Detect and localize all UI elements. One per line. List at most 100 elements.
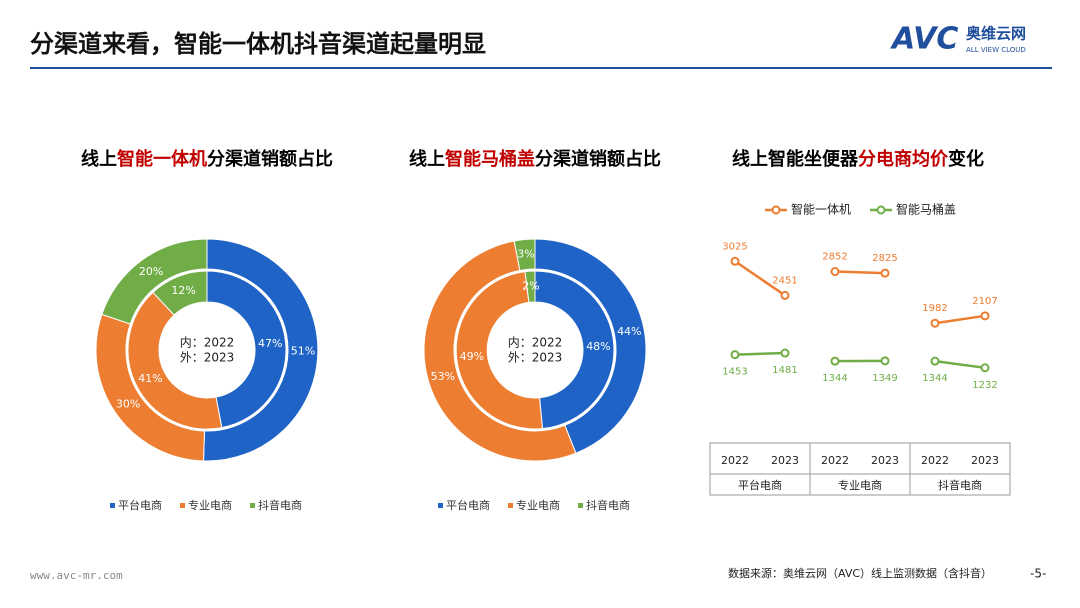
line <box>934 359 986 370</box>
donut-segment <box>524 270 536 303</box>
marker <box>730 256 740 266</box>
value-label: 1453 <box>722 367 747 378</box>
marker <box>780 348 790 358</box>
marker <box>830 356 840 366</box>
marker <box>780 290 790 300</box>
legend-marker <box>771 205 781 215</box>
value-label: 12% <box>171 284 195 297</box>
donut-segment <box>152 270 208 316</box>
value-label: 2852 <box>822 252 847 263</box>
title-part: 智能马桶盖 <box>445 148 535 170</box>
donut-segment <box>203 238 319 462</box>
title-part: 线上智能坐便器 <box>732 148 859 170</box>
legend-swatch <box>110 503 115 508</box>
value-label: 3% <box>517 247 534 260</box>
x-tick-label: 2022 <box>921 454 949 467</box>
title-part: 分电商均价 <box>858 148 949 170</box>
table-border <box>709 442 1011 496</box>
value-label: 1344 <box>822 373 847 384</box>
marker <box>880 268 890 278</box>
donut-segment <box>455 271 544 430</box>
website: www.avc-mr.com <box>30 569 123 582</box>
center-label: 内：2022 <box>508 336 563 350</box>
donut-segment <box>534 270 615 430</box>
value-label: 47% <box>258 337 282 350</box>
legend-label: 智能马桶盖 <box>896 202 956 217</box>
logo-en: ALL VIEW CLOUD <box>966 46 1026 54</box>
chart-title: 线上智能一体机分渠道销额占比 <box>81 148 333 170</box>
legend-swatch <box>250 503 255 508</box>
legend-label: 专业电商 <box>188 498 232 512</box>
legend-swatch <box>578 503 583 508</box>
line <box>734 260 786 297</box>
value-label: 1982 <box>922 303 947 314</box>
legend-label: 抖音电商 <box>586 498 630 512</box>
value-label: 44% <box>617 325 641 338</box>
page-number: -5- <box>1030 567 1046 581</box>
x-tick-label: 2022 <box>821 454 849 467</box>
legend-label: 专业电商 <box>516 498 560 512</box>
title-part: 线上 <box>81 148 117 170</box>
marker <box>880 356 890 366</box>
marker <box>980 363 990 373</box>
value-label: 3025 <box>722 241 747 252</box>
value-label: 20% <box>139 265 163 278</box>
value-label: 2825 <box>872 253 897 264</box>
group-label: 专业电商 <box>838 478 882 492</box>
legend-swatch <box>180 503 185 508</box>
value-label: 41% <box>138 372 162 385</box>
legend-label: 抖音电商 <box>258 498 302 512</box>
legend-label: 平台电商 <box>118 498 162 512</box>
line <box>834 270 886 275</box>
value-label: 2% <box>522 280 539 293</box>
x-tick-label: 2022 <box>721 454 749 467</box>
legend-marker <box>876 205 886 215</box>
donut-segment <box>534 238 647 454</box>
logo-cn: 奥维云网 <box>966 25 1026 43</box>
line <box>734 351 786 356</box>
legend-swatch <box>508 503 513 508</box>
line <box>934 314 986 325</box>
source: 数据来源：奥维云网（AVC）线上监测数据（含抖音） <box>728 566 992 580</box>
legend-swatch <box>438 503 443 508</box>
center-label: 内：2022 <box>180 336 235 350</box>
chart-title: 线上智能坐便器分电商均价变化 <box>732 148 984 170</box>
value-label: 53% <box>431 370 455 383</box>
marker <box>730 350 740 360</box>
group-label: 平台电商 <box>738 478 782 492</box>
legend-label: 平台电商 <box>446 498 490 512</box>
title-part: 分渠道销额占比 <box>207 148 333 170</box>
marker <box>830 267 840 277</box>
center-label: 外：2023 <box>508 351 563 365</box>
value-label: 51% <box>291 344 315 357</box>
marker <box>930 318 940 328</box>
donut-segment <box>513 238 536 272</box>
x-tick-label: 2023 <box>771 454 799 467</box>
value-label: 2451 <box>772 275 797 286</box>
group-label: 抖音电商 <box>938 478 982 492</box>
x-tick-label: 2023 <box>971 454 999 467</box>
logo: AVC <box>890 22 958 57</box>
page-title: 分渠道来看，智能一体机抖音渠道起量明显 <box>30 30 486 58</box>
donut-segment <box>127 291 223 430</box>
value-label: 48% <box>586 340 610 353</box>
title-part: 线上 <box>409 148 445 170</box>
value-label: 1344 <box>922 373 947 384</box>
center-label: 外：2023 <box>180 351 235 365</box>
title-part: 智能一体机 <box>117 148 207 170</box>
donut-segment <box>423 240 577 462</box>
category-table <box>709 442 1011 496</box>
value-label: 30% <box>116 398 140 411</box>
value-label: 2107 <box>972 296 997 307</box>
title-part: 变化 <box>948 148 984 170</box>
marker <box>930 356 940 366</box>
x-tick-label: 2023 <box>871 454 899 467</box>
title-part: 分渠道销额占比 <box>535 148 661 170</box>
donut-segment <box>206 270 287 429</box>
donut-segment <box>101 238 208 325</box>
chart-title: 线上智能马桶盖分渠道销额占比 <box>409 148 661 170</box>
legend-label: 智能一体机 <box>791 202 851 217</box>
value-label: 1349 <box>872 373 897 384</box>
value-label: 1481 <box>772 365 797 376</box>
